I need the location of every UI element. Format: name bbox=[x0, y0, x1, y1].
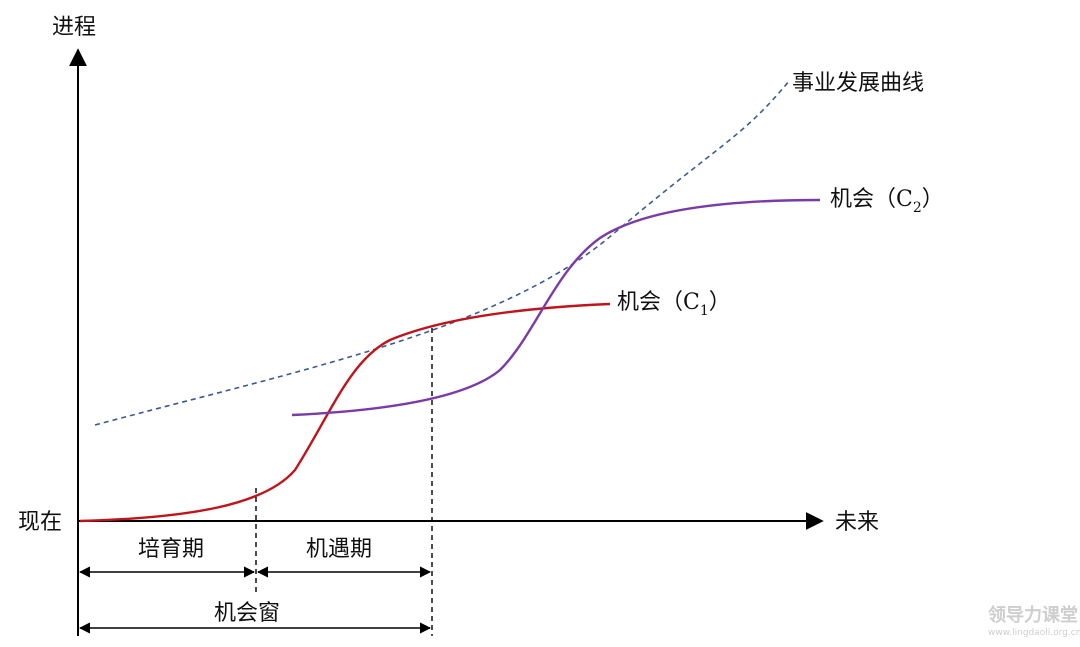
c2-label-letter: C bbox=[896, 187, 913, 212]
watermark-url: www.lingdaoli.org.cn bbox=[988, 628, 1080, 638]
c2-label-prefix: 机会（ bbox=[830, 187, 896, 212]
opportunity-window-label: 机会窗 bbox=[214, 601, 280, 626]
c1-label-letter: C bbox=[683, 290, 700, 315]
c1-label-subscript: 1 bbox=[700, 303, 709, 319]
opportunity-period-label: 机遇期 bbox=[306, 537, 372, 562]
origin-label: 现在 bbox=[18, 510, 62, 535]
y-axis-label: 进程 bbox=[52, 15, 96, 40]
opportunity-c2-curve bbox=[291, 198, 821, 417]
opportunity-c1-label: 机会（C1） bbox=[617, 290, 731, 319]
c1-label-prefix: 机会（ bbox=[617, 290, 683, 315]
incubation-period-label: 培育期 bbox=[138, 537, 204, 562]
watermark-title: 领导力课堂 bbox=[988, 604, 1078, 626]
c2-label-suffix: ） bbox=[922, 187, 944, 212]
opportunity-c2-label: 机会（C2） bbox=[830, 187, 944, 216]
c1-label-suffix: ） bbox=[709, 290, 731, 315]
opportunity-c1-curve bbox=[79, 302, 611, 523]
watermark: 领导力课堂 www.lingdaoli.org.cn bbox=[988, 604, 1080, 638]
x-axis-label: 未来 bbox=[835, 510, 879, 535]
career-curve-label: 事业发展曲线 bbox=[792, 71, 924, 96]
c2-label-subscript: 2 bbox=[913, 200, 922, 216]
career-development-curve bbox=[94, 79, 791, 426]
